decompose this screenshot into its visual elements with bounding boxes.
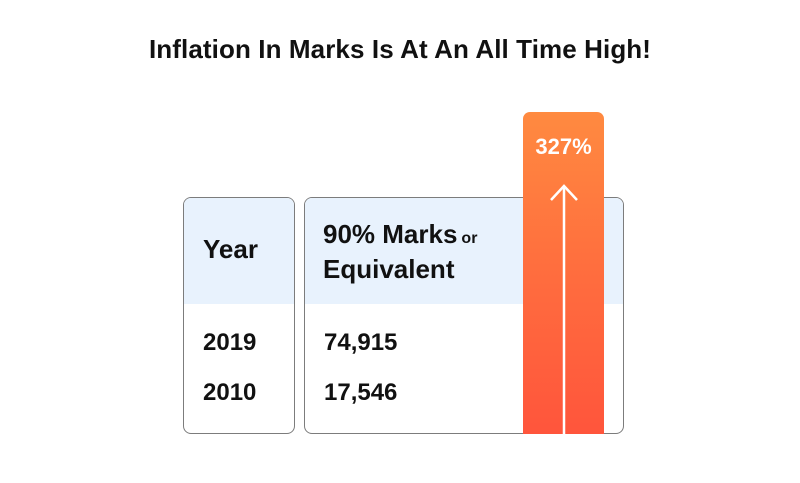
marks-column-label: 90% Marks or Equivalent (323, 219, 477, 284)
increase-bar: 327% (523, 112, 604, 434)
increase-percent-label: 327% (535, 134, 592, 159)
arrow-up-icon (550, 184, 578, 434)
year-column-label: Year (203, 234, 258, 264)
page-title: Inflation In Marks Is At An All Time Hig… (148, 34, 652, 64)
year-cell-2010: 2010 (203, 379, 257, 406)
year-column-header: Year (184, 198, 294, 304)
marks-cell-2019: 74,915 (324, 329, 398, 356)
year-cell-2019: 2019 (203, 329, 257, 356)
marks-label-or: or (461, 230, 478, 247)
marks-label-line2: Equivalent (323, 254, 455, 284)
marks-label-main: 90% Marks (323, 219, 458, 249)
marks-cell-2010: 17,546 (324, 379, 398, 406)
year-column-card: Year 2019 2010 (183, 197, 295, 434)
